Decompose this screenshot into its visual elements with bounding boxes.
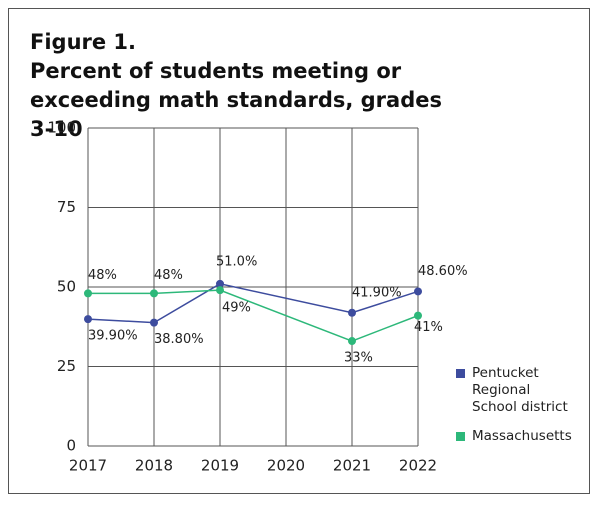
y-tick-label: 0 [66, 437, 76, 455]
data-point [150, 289, 158, 298]
data-point [216, 286, 224, 295]
data-point [414, 287, 422, 296]
x-tick-label: 2021 [333, 457, 371, 475]
data-label: 41.90% [352, 285, 402, 300]
x-tick-label: 2019 [201, 457, 239, 475]
data-label: 33% [344, 351, 373, 366]
chart-subtitle: Percent of students meeting or exceeding… [30, 59, 442, 141]
title-block: Figure 1. Percent of students meeting or… [30, 28, 470, 144]
data-label: 48% [154, 268, 183, 283]
x-tick-label: 2020 [267, 457, 305, 475]
data-point [84, 289, 92, 298]
legend-label: Massachusetts [472, 428, 572, 444]
data-label: 51.0% [216, 254, 257, 269]
data-point [348, 308, 356, 317]
x-tick-label: 2017 [69, 457, 107, 475]
data-point [150, 318, 158, 327]
frame [8, 8, 590, 494]
x-tick-label: 2022 [399, 457, 437, 475]
y-tick-label: 75 [57, 198, 76, 216]
y-tick-label: 50 [57, 278, 76, 296]
data-label: 48.60% [418, 264, 468, 279]
legend: Pentucket Regional School district Massac… [456, 365, 586, 457]
data-point [84, 315, 92, 324]
data-point [348, 337, 356, 346]
data-label: 38.80% [154, 332, 204, 347]
data-point [414, 311, 422, 320]
x-tick-label: 2018 [135, 457, 173, 475]
legend-label: Pentucket Regional School district [472, 365, 568, 415]
legend-swatch [456, 432, 465, 441]
data-label: 41% [414, 320, 443, 335]
chart-title: Figure 1. [30, 30, 137, 54]
y-tick-label: 100 [47, 119, 76, 137]
legend-swatch [456, 369, 465, 378]
y-tick-label: 25 [57, 357, 76, 375]
data-point [216, 279, 224, 288]
data-label: 48% [88, 268, 117, 283]
legend-item: Massachusetts [456, 428, 586, 445]
data-label: 39.90% [88, 329, 138, 344]
data-label: 49% [222, 301, 251, 316]
legend-item: Pentucket Regional School district [456, 365, 586, 416]
